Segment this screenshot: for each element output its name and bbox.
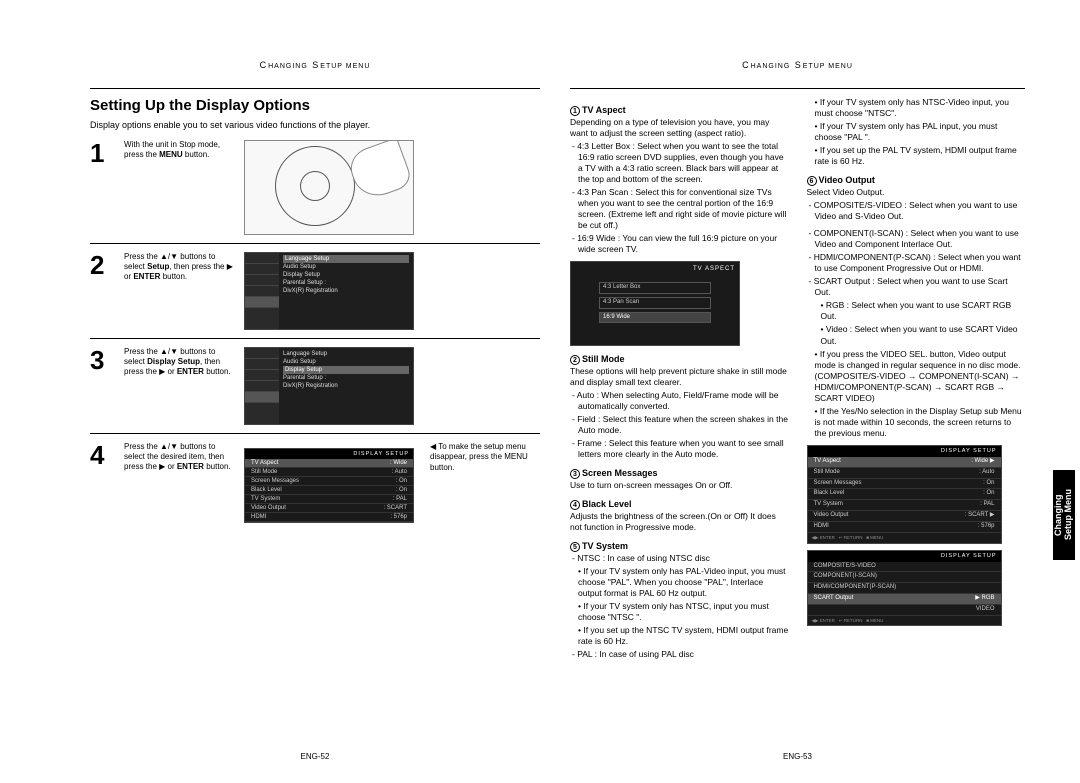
- page-header-right: CHANGING SETUP MENU: [570, 60, 1025, 70]
- item-still-mode: 2Still Mode: [570, 354, 789, 366]
- step-number: 1: [90, 140, 114, 166]
- tv-aspect-figure: TV ASPECT 4:3 Letter Box 4:3 Pan Scan 16…: [570, 261, 740, 346]
- step-number: 4: [90, 442, 114, 468]
- step-text: Press the ▲/▼ buttons to select the desi…: [124, 442, 234, 472]
- step-number: 3: [90, 347, 114, 373]
- side-tab: ChangingSetup Menu: [1053, 470, 1075, 560]
- step-4: 4 Press the ▲/▼ buttons to select the de…: [90, 442, 540, 523]
- item-tv-system: 5TV System: [570, 541, 789, 553]
- step-1: 1 With the unit in Stop mode, press the …: [90, 140, 540, 235]
- step-text: Press the ▲/▼ buttons to select Setup, t…: [124, 252, 234, 282]
- step-2: 2 Press the ▲/▼ buttons to select Setup,…: [90, 252, 540, 330]
- menu-note: To make the setup menu disappear, press …: [430, 442, 540, 473]
- menu-figure-2: Language SetupAudio SetupDisplay SetupPa…: [244, 252, 414, 330]
- page-right: CHANGING SETUP MENU 1TV Aspect Depending…: [570, 60, 1025, 733]
- display-setup-figure: DISPLAY SETUP TV Aspect: WideStill Mode:…: [244, 448, 414, 523]
- menu-figure-3: Language SetupAudio SetupDisplay SetupPa…: [244, 347, 414, 425]
- item-video-output: 6Video Output: [807, 175, 1026, 187]
- intro-text: Display options enable you to set variou…: [90, 120, 540, 130]
- right-col-1: 1TV Aspect Depending on a type of televi…: [570, 97, 789, 662]
- page-header-left: CHANGING SETUP MENU: [90, 60, 540, 70]
- right-col-2: • If your TV system only has NTSC-Video …: [807, 97, 1026, 662]
- display-setup-fig-1: DISPLAY SETUP TV Aspect: Wide ▶Still Mod…: [807, 445, 1002, 544]
- step-text: Press the ▲/▼ buttons to select Display …: [124, 347, 234, 377]
- step-number: 2: [90, 252, 114, 278]
- page-number: ENG-53: [783, 752, 812, 761]
- item-screen-messages: 3Screen Messages: [570, 468, 789, 480]
- page-left: CHANGING SETUP MENU Setting Up the Displ…: [90, 60, 540, 733]
- page-title: Setting Up the Display Options: [90, 97, 540, 114]
- remote-figure: [244, 140, 414, 235]
- item-tv-aspect: 1TV Aspect: [570, 105, 789, 117]
- step-3: 3 Press the ▲/▼ buttons to select Displa…: [90, 347, 540, 425]
- item-black-level: 4Black Level: [570, 499, 789, 511]
- page-number: ENG-52: [301, 752, 330, 761]
- display-setup-fig-2: DISPLAY SETUP COMPOSITE/S-VIDEOCOMPONENT…: [807, 550, 1002, 627]
- step-text: With the unit in Stop mode, press the ME…: [124, 140, 234, 160]
